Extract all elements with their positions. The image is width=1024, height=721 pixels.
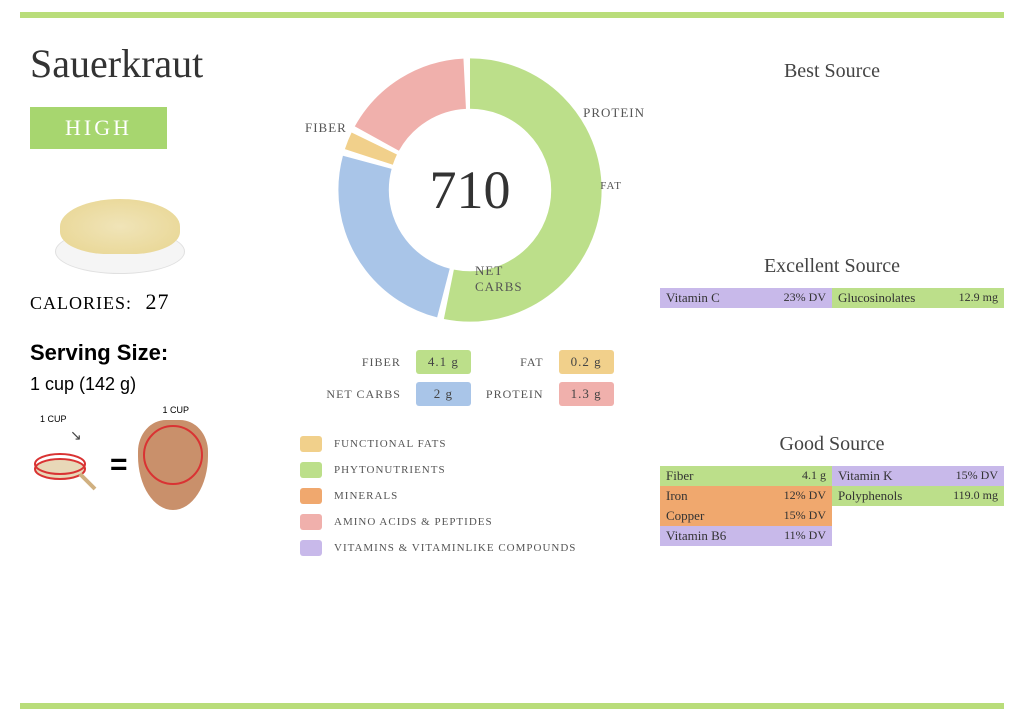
- macro-value: 1.3 g: [559, 382, 614, 406]
- macro-label: NET CARBS: [326, 387, 400, 402]
- fist-icon: 1 CUP ↙: [138, 420, 208, 510]
- legend-label: PHYTONUTRIENTS: [334, 464, 446, 476]
- legend-swatch: [300, 488, 322, 504]
- nutrient-value: 12% DV: [784, 488, 826, 504]
- macro-value: 0.2 g: [559, 350, 614, 374]
- nutrient-name: Copper: [666, 508, 704, 524]
- nutrient-bar: Vitamin C 23% DV: [660, 288, 832, 308]
- macro-value: 4.1 g: [416, 350, 471, 374]
- nutrient-name: Iron: [666, 488, 688, 504]
- good-source-block: Good Source Fiber 4.1 g Vitamin K 15% DV Iro…: [660, 433, 1004, 546]
- legend-label: FUNCTIONAL FATS: [334, 438, 446, 450]
- macro-value: 2 g: [416, 382, 471, 406]
- legend-label: AMINO ACIDS & PEPTIDES: [334, 516, 493, 528]
- donut-center-value: 710: [430, 159, 511, 221]
- calories-value: 27: [146, 289, 170, 314]
- nutrient-name: Vitamin B6: [666, 528, 726, 544]
- serving-value: 1 cup (142 g): [30, 374, 280, 395]
- top-accent-bar: [20, 12, 1004, 18]
- macro-values-grid: FIBER 4.1 g FAT 0.2 g NET CARBS 2 g PROTEIN 1.3…: [300, 350, 640, 406]
- right-column: Best Source Excellent Source Vitamin C 23…: [660, 30, 1004, 691]
- excellent-source-title: Excellent Source: [660, 255, 1004, 278]
- legend-row: PHYTONUTRIENTS: [300, 462, 640, 478]
- nutrient-bar: Copper 15% DV: [660, 506, 832, 526]
- donut-label-protein: PROTEIN: [583, 105, 645, 121]
- left-column: Sauerkraut HIGH CALORIES: 27 Serving Siz…: [20, 30, 280, 691]
- equals-sign: =: [110, 448, 128, 482]
- legend-row: AMINO ACIDS & PEPTIDES: [300, 514, 640, 530]
- macro-label: FAT: [486, 355, 544, 370]
- nutrient-value: 15% DV: [784, 508, 826, 524]
- macro-label: FIBER: [326, 355, 400, 370]
- good-source-title: Good Source: [660, 433, 1004, 456]
- excellent-source-block: Excellent Source Vitamin C 23% DV Glucosin…: [660, 255, 1004, 308]
- nutrient-value: 23% DV: [784, 290, 826, 306]
- donut-label-carbs: NETCARBS: [475, 263, 523, 295]
- macro-label: PROTEIN: [486, 387, 544, 402]
- nutrient-name: Glucosinolates: [838, 290, 915, 306]
- legend-row: MINERALS: [300, 488, 640, 504]
- legend-row: VITAMINS & VITAMINLIKE COMPOUNDS: [300, 540, 640, 556]
- legend-row: FUNCTIONAL FATS: [300, 436, 640, 452]
- best-source-title: Best Source: [660, 60, 1004, 83]
- nutrient-bar: Glucosinolates 12.9 mg: [832, 288, 1004, 308]
- nutrient-name: Polyphenols: [838, 488, 902, 504]
- nutrient-bar: Vitamin B6 11% DV: [660, 526, 832, 546]
- nutrient-value: 11% DV: [784, 528, 826, 544]
- middle-column: 710 FIBER PROTEIN FAT NETCARBS FIBER 4.1 …: [300, 30, 640, 691]
- calories-label: CALORIES:: [30, 293, 132, 313]
- legend-swatch: [300, 540, 322, 556]
- content-grid: Sauerkraut HIGH CALORIES: 27 Serving Siz…: [20, 30, 1004, 691]
- legend-swatch: [300, 462, 322, 478]
- serving-visual: 1 CUP ↘ = 1 CUP ↙: [30, 420, 280, 510]
- bottom-accent-bar: [20, 703, 1004, 709]
- category-legend: FUNCTIONAL FATS PHYTONUTRIENTS MINERALS AMI…: [300, 436, 640, 556]
- nutrient-bar: Vitamin K 15% DV: [832, 466, 1004, 486]
- donut-label-fiber: FIBER: [305, 120, 347, 136]
- donut-label-fat: FAT: [600, 180, 622, 192]
- nutrient-bar: Fiber 4.1 g: [660, 466, 832, 486]
- nutrient-value: 15% DV: [956, 468, 998, 484]
- nutrient-value: 119.0 mg: [953, 488, 998, 504]
- legend-swatch: [300, 514, 322, 530]
- nutrient-name: Vitamin K: [838, 468, 892, 484]
- legend-swatch: [300, 436, 322, 452]
- serving-label: Serving Size:: [30, 340, 280, 366]
- nutrient-name: Fiber: [666, 468, 693, 484]
- nutrient-name: Vitamin C: [666, 290, 720, 306]
- legend-label: VITAMINS & VITAMINLIKE COMPOUNDS: [334, 542, 576, 554]
- food-image: [30, 164, 210, 274]
- nutrient-value: 12.9 mg: [959, 290, 998, 306]
- donut-chart: 710 FIBER PROTEIN FAT NETCARBS: [330, 50, 610, 330]
- legend-label: MINERALS: [334, 490, 398, 502]
- nutrient-bar: Iron 12% DV: [660, 486, 832, 506]
- food-title: Sauerkraut: [30, 40, 280, 87]
- nutrient-bar: Polyphenols 119.0 mg: [832, 486, 1004, 506]
- nutrient-value: 4.1 g: [802, 468, 826, 484]
- rating-badge: HIGH: [30, 107, 167, 149]
- best-source-block: Best Source: [660, 60, 1004, 100]
- calories-row: CALORIES: 27: [30, 289, 280, 315]
- measuring-cup-icon: 1 CUP ↘: [30, 429, 100, 502]
- nutrient-bar: [832, 506, 1004, 526]
